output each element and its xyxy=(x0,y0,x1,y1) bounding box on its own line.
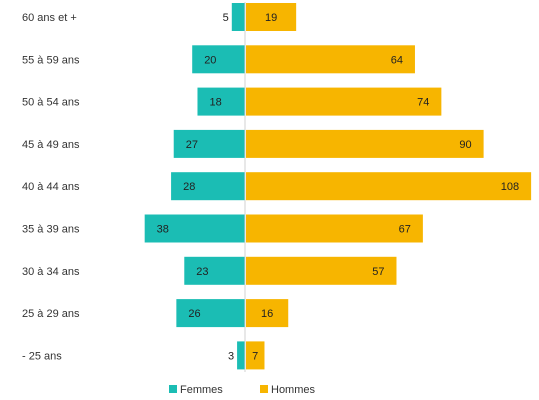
bar-hommes xyxy=(246,45,415,74)
bar-femmes xyxy=(144,214,245,243)
legend: Femmes Hommes xyxy=(169,384,316,396)
data-label-femmes: 5 xyxy=(223,12,229,24)
category-labels: 60 ans et + 55 à 59 ans 50 à 54 ans 45 à 49… xyxy=(22,12,80,362)
data-label-femmes: 20 xyxy=(204,54,216,66)
data-label-hommes: 16 xyxy=(261,308,273,320)
data-label-femmes: 38 xyxy=(157,224,169,236)
bar-femmes xyxy=(237,341,245,370)
data-label-femmes: 23 xyxy=(196,266,208,278)
category-label: 60 ans et + xyxy=(22,12,77,24)
category-label: 50 à 54 ans xyxy=(22,97,80,109)
data-label-femmes: 3 xyxy=(228,350,234,362)
data-label-hommes: 64 xyxy=(391,54,403,66)
category-label: 40 à 44 ans xyxy=(22,181,80,193)
legend-swatch-femmes xyxy=(169,385,177,393)
data-label-hommes: 67 xyxy=(399,224,411,236)
category-label: 25 à 29 ans xyxy=(22,308,80,320)
data-label-hommes: 7 xyxy=(252,350,258,362)
category-label: 45 à 49 ans xyxy=(22,139,80,151)
category-label: 35 à 39 ans xyxy=(22,224,80,236)
bar-hommes xyxy=(246,129,484,158)
bar-femmes xyxy=(192,45,245,74)
bar-hommes xyxy=(246,3,297,31)
bar-femmes xyxy=(176,299,245,328)
data-label-hommes: 57 xyxy=(372,266,384,278)
bar-hommes xyxy=(246,256,397,285)
data-label-femmes: 26 xyxy=(188,308,200,320)
bar-hommes xyxy=(246,172,532,201)
bar-femmes xyxy=(197,87,245,116)
bar-hommes xyxy=(246,341,265,370)
category-label: 55 à 59 ans xyxy=(22,54,80,66)
data-label-hommes: 74 xyxy=(417,97,429,109)
legend-label-femmes: Femmes xyxy=(180,384,223,396)
bar-femmes xyxy=(171,172,245,201)
bar-femmes xyxy=(231,3,245,31)
data-label-hommes: 90 xyxy=(459,139,471,151)
data-label-hommes: 19 xyxy=(265,12,277,24)
data-label-femmes: 27 xyxy=(186,139,198,151)
bar-hommes xyxy=(246,214,423,243)
legend-swatch-hommes xyxy=(260,385,268,393)
bar-femmes xyxy=(173,129,245,158)
legend-label-hommes: Hommes xyxy=(271,384,316,396)
hommes-bars: 19 64 74 90 108 67 57 16 7 xyxy=(246,3,532,370)
femmes-bars: 5 20 18 27 28 38 23 26 3 xyxy=(144,3,245,370)
bar-femmes xyxy=(184,256,245,285)
data-label-femmes: 28 xyxy=(183,181,195,193)
bar-hommes xyxy=(246,299,289,328)
data-label-hommes: 108 xyxy=(501,181,519,193)
bar-hommes xyxy=(246,87,442,116)
data-label-femmes: 18 xyxy=(209,97,221,109)
category-label: 30 à 34 ans xyxy=(22,266,80,278)
category-label: - 25 ans xyxy=(22,350,62,362)
